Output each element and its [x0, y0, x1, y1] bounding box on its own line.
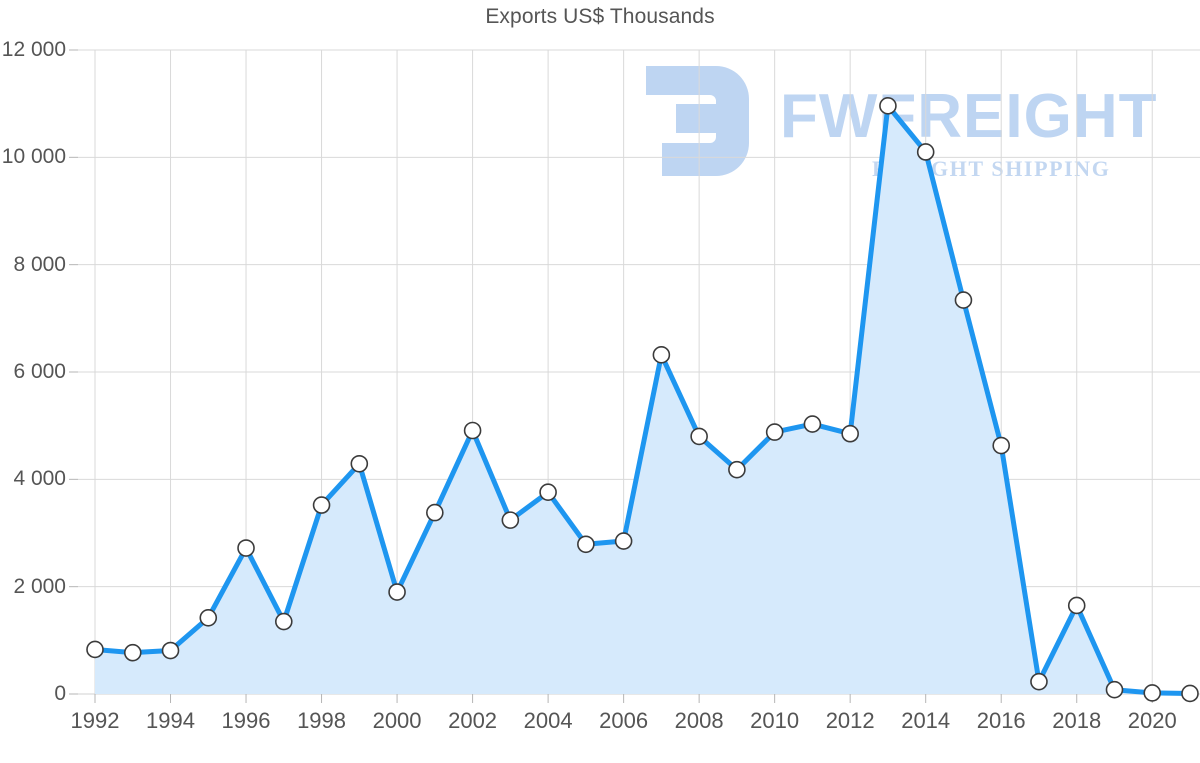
- data-point-marker[interactable]: [274, 612, 293, 631]
- data-markers: [86, 97, 1199, 703]
- y-axis-tick-label: 4 000: [13, 467, 66, 491]
- data-point-marker[interactable]: [426, 503, 444, 522]
- y-axis-tick-label: 10 000: [1, 145, 66, 169]
- data-point-marker[interactable]: [501, 511, 520, 529]
- x-axis-tick-label: 1996: [221, 708, 271, 733]
- data-point-marker[interactable]: [463, 421, 482, 440]
- data-point-marker[interactable]: [992, 436, 1011, 455]
- data-point-marker[interactable]: [1181, 684, 1199, 703]
- y-axis-tick-label: 12 000: [1, 38, 66, 61]
- data-point-marker[interactable]: [614, 532, 633, 550]
- x-axis-tick-label: 1994: [146, 708, 195, 733]
- data-point-marker[interactable]: [237, 539, 255, 557]
- data-point-marker[interactable]: [577, 535, 595, 554]
- data-point-marker[interactable]: [1030, 672, 1048, 691]
- x-axis-tick-label: 2014: [901, 708, 951, 733]
- data-point-marker[interactable]: [690, 427, 708, 446]
- x-axis-tick-label: 1992: [70, 708, 120, 733]
- chart-title: Exports US$ Thousands: [485, 5, 715, 28]
- data-point-marker[interactable]: [954, 291, 973, 309]
- y-axis-tick-label: 6 000: [13, 360, 66, 383]
- data-point-marker[interactable]: [765, 423, 784, 441]
- data-point-marker[interactable]: [350, 454, 369, 473]
- area-fill: [95, 105, 1190, 694]
- x-axis-tick-label: 2000: [372, 708, 422, 733]
- x-axis-tick-label: 2020: [1127, 708, 1177, 733]
- data-point-marker[interactable]: [161, 641, 180, 660]
- data-point-marker[interactable]: [728, 460, 746, 479]
- x-axis-tick-label: 2010: [750, 708, 800, 733]
- area-fill-path: [95, 105, 1190, 694]
- data-point-marker[interactable]: [388, 583, 406, 601]
- data-point-marker[interactable]: [539, 483, 557, 502]
- series-line: [92, 103, 1193, 696]
- x-axis-tick-label: 2006: [599, 708, 649, 733]
- data-point-marker[interactable]: [841, 424, 859, 443]
- data-point-marker[interactable]: [312, 496, 331, 514]
- x-axis-tick-label: 2008: [674, 708, 724, 733]
- x-axis-tick-label: 2004: [523, 708, 573, 733]
- y-axis-tick-label: 0: [54, 682, 66, 705]
- x-axis-tick-label: 2012: [825, 708, 875, 733]
- data-point-marker[interactable]: [803, 415, 822, 433]
- x-axis-tick-label: 2018: [1052, 708, 1102, 733]
- data-point-marker[interactable]: [879, 97, 897, 115]
- data-point-marker[interactable]: [86, 640, 104, 659]
- data-point-marker[interactable]: [123, 643, 142, 662]
- data-line: [92, 103, 1193, 696]
- data-point-marker[interactable]: [916, 143, 935, 161]
- data-point-marker[interactable]: [199, 608, 218, 627]
- x-axis-tick-label: 1998: [297, 708, 347, 733]
- data-point-marker[interactable]: [1143, 684, 1162, 702]
- x-axis-tick-label: 2002: [448, 708, 498, 733]
- data-point-marker[interactable]: [1105, 680, 1124, 699]
- y-axis-tick-label: 8 000: [13, 252, 66, 276]
- data-point-marker[interactable]: [652, 346, 671, 364]
- y-axis-tick-label: 2 000: [13, 574, 66, 598]
- x-axis-tick-label: 2016: [976, 708, 1026, 733]
- data-point-marker[interactable]: [1067, 596, 1086, 615]
